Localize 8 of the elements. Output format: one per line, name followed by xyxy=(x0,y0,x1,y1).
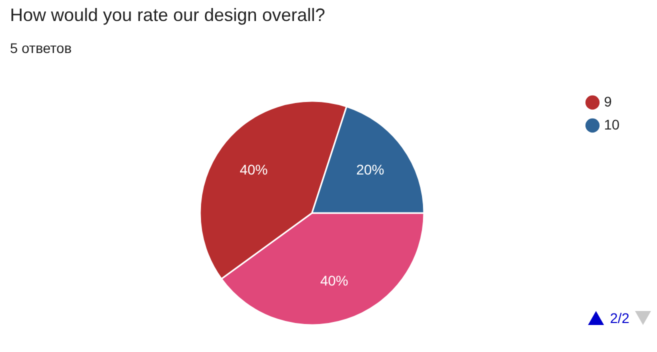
text: 5 ответов xyxy=(10,40,72,56)
data-label: 40% xyxy=(240,162,268,178)
chart-title: How would you rate our design overall? xyxy=(10,5,326,26)
legend-label: 9 xyxy=(604,94,612,110)
legend-label: 10 xyxy=(604,116,620,132)
text: 2/2 xyxy=(610,310,630,326)
data-label: 40% xyxy=(320,272,348,288)
data-label: 20% xyxy=(356,162,384,178)
